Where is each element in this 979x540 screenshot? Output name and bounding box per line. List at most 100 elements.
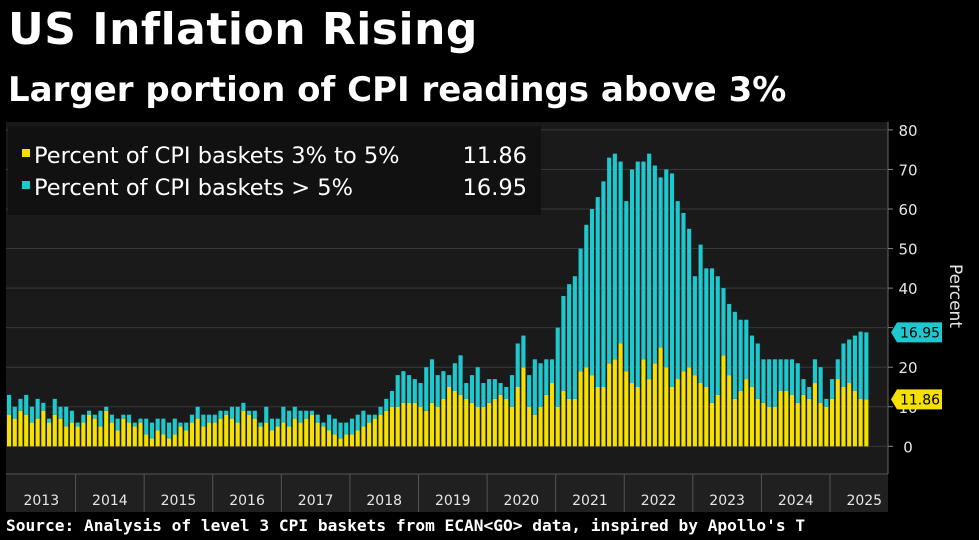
bar-3-to-5 (464, 398, 469, 447)
bar-above-5 (35, 398, 40, 419)
bar-3-to-5 (475, 406, 480, 447)
bar-above-5 (847, 339, 852, 384)
bar-above-5 (481, 383, 486, 407)
bar-above-5 (841, 343, 846, 387)
bar-above-5 (109, 414, 114, 423)
bar-above-5 (418, 383, 423, 407)
bar-3-to-5 (52, 414, 57, 447)
bar-above-5 (601, 181, 606, 387)
bar-above-5 (47, 418, 52, 423)
bar-above-5 (24, 394, 29, 415)
bar-3-to-5 (361, 426, 366, 447)
bar-3-to-5 (647, 379, 652, 447)
bar-above-5 (435, 375, 440, 407)
bar-3-to-5 (504, 398, 509, 447)
bar-above-5 (561, 296, 566, 391)
bar-3-to-5 (258, 426, 263, 447)
legend-label-3-to-5: Percent of CPI baskets 3% to 5% (34, 143, 400, 169)
bar-3-to-5 (29, 422, 34, 447)
bar-3-to-5 (675, 379, 680, 447)
bar-3-to-5 (532, 414, 537, 447)
bar-3-to-5 (218, 418, 223, 447)
bar-above-5 (469, 375, 475, 403)
bar-3-to-5 (761, 402, 766, 447)
bar-above-5 (315, 414, 320, 423)
bar-above-5 (829, 379, 835, 399)
bar-3-to-5 (172, 434, 177, 447)
bar-above-5 (698, 244, 703, 384)
bar-3-to-5 (498, 394, 503, 447)
bar-3-to-5 (641, 359, 646, 447)
bar-3-to-5 (452, 390, 457, 447)
bar-above-5 (332, 418, 337, 435)
bar-3-to-5 (481, 406, 486, 447)
bar-above-5 (207, 414, 212, 423)
bar-above-5 (687, 228, 692, 368)
y-tick-label: 0 (903, 438, 913, 456)
legend-swatch-cyan (22, 181, 30, 189)
bar-3-to-5 (664, 367, 669, 447)
bar-3-to-5 (629, 383, 635, 447)
bar-above-5 (595, 197, 600, 387)
bar-3-to-5 (835, 379, 840, 447)
bar-above-5 (652, 165, 657, 364)
bar-3-to-5 (687, 367, 692, 447)
bar-above-5 (521, 335, 526, 368)
bar-above-5 (704, 268, 709, 387)
bar-above-5 (835, 359, 840, 380)
bar-above-5 (709, 268, 715, 403)
bar-above-5 (218, 410, 223, 419)
bar-3-to-5 (69, 422, 74, 447)
bar-3-to-5 (749, 386, 755, 447)
bar-3-to-5 (727, 375, 732, 447)
bar-above-5 (241, 402, 246, 411)
bar-above-5 (624, 201, 629, 372)
bar-above-5 (344, 422, 349, 435)
bar-3-to-5 (149, 438, 154, 447)
bar-3-to-5 (778, 390, 783, 447)
bar-above-5 (81, 414, 86, 423)
bar-above-5 (647, 153, 652, 380)
bar-3-to-5 (207, 422, 212, 447)
bar-3-to-5 (852, 390, 857, 447)
x-tick-label: 2025 (846, 493, 882, 509)
bar-above-5 (104, 406, 109, 411)
bar-above-5 (475, 367, 480, 407)
x-tick-label: 2024 (778, 493, 814, 509)
bar-above-5 (229, 406, 234, 419)
bar-3-to-5 (521, 367, 526, 447)
bar-above-5 (641, 161, 646, 360)
bar-above-5 (41, 402, 46, 411)
bar-3-to-5 (309, 414, 315, 447)
bar-3-to-5 (127, 422, 132, 447)
bar-3-to-5 (721, 355, 726, 447)
bar-3-to-5 (858, 398, 863, 447)
bar-3-to-5 (607, 363, 612, 447)
x-tick-label: 2023 (709, 493, 745, 509)
bar-above-5 (629, 169, 635, 384)
bar-above-5 (361, 410, 366, 427)
bar-above-5 (18, 398, 23, 411)
bar-above-5 (527, 375, 532, 407)
bar-above-5 (69, 410, 74, 423)
bar-3-to-5 (98, 426, 103, 447)
bar-above-5 (424, 367, 429, 411)
bar-above-5 (612, 153, 617, 360)
bar-3-to-5 (424, 410, 429, 447)
bar-above-5 (287, 410, 292, 427)
bar-3-to-5 (189, 422, 194, 447)
bar-3-to-5 (561, 390, 566, 447)
bar-3-to-5 (469, 402, 475, 447)
bar-above-5 (738, 319, 743, 391)
bar-3-to-5 (332, 434, 337, 447)
bar-3-to-5 (789, 394, 795, 447)
bar-3-to-5 (612, 359, 617, 447)
bar-3-to-5 (767, 406, 772, 447)
bar-above-5 (761, 359, 766, 403)
x-tick-label: 2019 (435, 493, 471, 509)
bar-above-5 (532, 359, 537, 415)
bar-above-5 (801, 379, 806, 395)
bar-3-to-5 (81, 422, 86, 447)
bar-above-5 (127, 414, 132, 423)
bar-3-to-5 (75, 426, 80, 447)
